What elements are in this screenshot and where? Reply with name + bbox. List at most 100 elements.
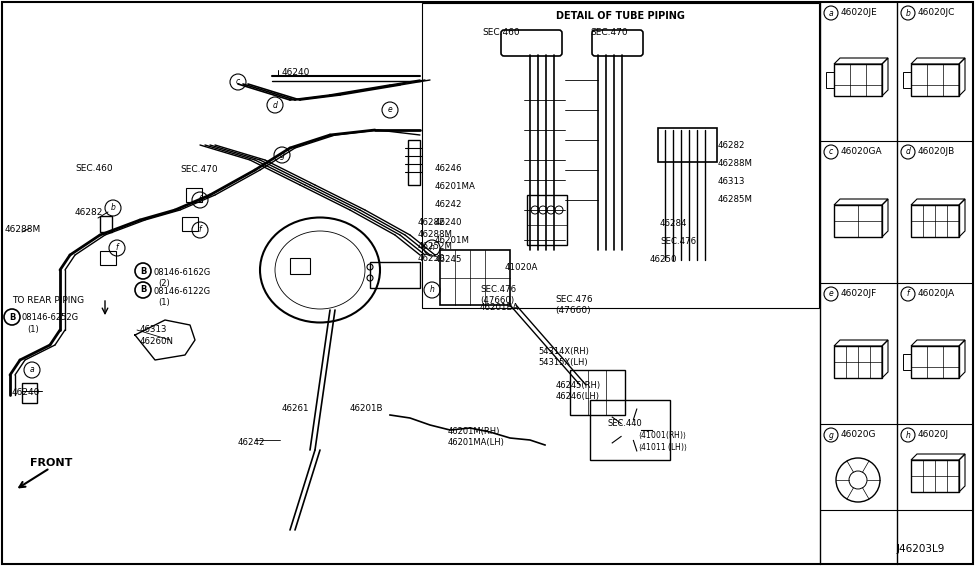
Bar [826,72,834,88]
Text: h: h [906,431,911,440]
Text: (1): (1) [158,298,170,307]
Bar [911,460,959,492]
Text: J46203L9: J46203L9 [897,544,946,554]
Text: 46260N: 46260N [140,337,174,346]
Bar [903,72,911,88]
Text: SEC.460: SEC.460 [75,164,113,173]
Text: (47660): (47660) [555,306,591,315]
Bar [834,64,882,96]
Text: 46020G: 46020G [841,430,877,439]
Bar [422,3,819,308]
Text: SEC.476: SEC.476 [660,237,696,246]
Text: 46261: 46261 [282,404,309,413]
Text: f: f [907,289,910,298]
Text: (2): (2) [158,279,170,288]
Text: 46285M: 46285M [718,195,753,204]
Text: 46020JA: 46020JA [918,289,956,298]
Text: 46201M: 46201M [435,236,470,245]
Text: SEC.476: SEC.476 [480,285,516,294]
Text: h: h [430,243,435,252]
Text: 46201BA: 46201BA [480,303,520,312]
Text: b: b [906,8,911,18]
Text: 46250: 46250 [418,254,446,263]
Text: SEC.460: SEC.460 [482,28,520,37]
Text: 46020JE: 46020JE [841,8,878,17]
Text: SEC.476: SEC.476 [555,295,593,304]
Text: 46240: 46240 [435,218,462,227]
Bar [590,400,670,460]
Text: 08146-6122G: 08146-6122G [153,287,211,296]
Bar [834,346,882,378]
Text: 46020GA: 46020GA [841,147,882,156]
Bar [440,250,510,305]
Text: 46246(LH): 46246(LH) [556,392,600,401]
Text: d: d [273,101,278,109]
Bar [527,195,567,245]
Text: SEC.470: SEC.470 [590,28,628,37]
Text: a: a [29,366,34,375]
Text: f: f [116,243,118,252]
Bar [186,188,202,202]
Text: 46020JF: 46020JF [841,289,878,298]
Bar [834,205,882,237]
Text: 46240: 46240 [12,388,40,397]
Text: 46252M: 46252M [418,242,453,251]
Text: 41020A: 41020A [505,263,538,272]
Text: (1): (1) [27,325,39,334]
Text: b: b [110,204,115,212]
Text: a: a [829,8,834,18]
Text: $\langle$41011 (LH)$\rangle$: $\langle$41011 (LH)$\rangle$ [638,442,688,453]
Text: B: B [139,267,146,276]
Text: 46282: 46282 [418,218,446,227]
Text: 46242: 46242 [238,438,265,447]
Text: c: c [829,148,833,157]
Bar [370,262,420,288]
Text: SEC.440: SEC.440 [608,419,643,428]
Text: 46245: 46245 [435,255,462,264]
Text: 46201MA: 46201MA [435,182,476,191]
Text: FRONT: FRONT [30,458,72,468]
Bar [100,216,112,232]
Bar [911,346,959,378]
Bar [100,251,116,265]
Bar [408,140,420,185]
Bar [903,354,911,370]
Text: e: e [388,105,392,114]
Text: h: h [430,285,435,294]
Bar [182,217,198,231]
Text: 46201B: 46201B [350,404,383,413]
Text: c: c [236,78,240,87]
Text: 46245(RH): 46245(RH) [556,381,602,390]
Bar [22,383,37,403]
Text: d: d [906,148,911,157]
Text: 46201MA(LH): 46201MA(LH) [448,438,505,447]
Text: 08146-6252G: 08146-6252G [22,313,79,322]
Text: 46020J: 46020J [918,430,949,439]
Text: 46282: 46282 [718,141,746,150]
Text: 46020JC: 46020JC [918,8,956,17]
Text: 46282: 46282 [75,208,103,217]
Bar [911,205,959,237]
Bar [290,258,310,274]
Text: 46242: 46242 [435,200,462,209]
Text: f: f [199,225,201,234]
Text: 46288M: 46288M [5,225,41,234]
Text: (47660): (47660) [480,296,514,305]
Text: B: B [139,285,146,294]
Text: DETAIL OF TUBE PIPING: DETAIL OF TUBE PIPING [556,11,684,21]
Text: 46313: 46313 [718,177,746,186]
Text: e: e [829,289,834,298]
Text: 08146-6162G: 08146-6162G [153,268,211,277]
Text: TO REAR PIPING: TO REAR PIPING [12,296,84,305]
Text: 46240: 46240 [282,68,310,77]
Text: B: B [9,312,16,321]
Bar [570,370,625,415]
Text: 54315X(LH): 54315X(LH) [538,358,588,367]
Text: 46288M: 46288M [418,230,453,239]
Text: 46246: 46246 [435,164,462,173]
Bar [911,64,959,96]
Text: SEC.470: SEC.470 [180,165,217,174]
Text: 46288M: 46288M [718,159,753,168]
Text: 46020JB: 46020JB [918,147,956,156]
Text: 46284: 46284 [660,219,687,228]
